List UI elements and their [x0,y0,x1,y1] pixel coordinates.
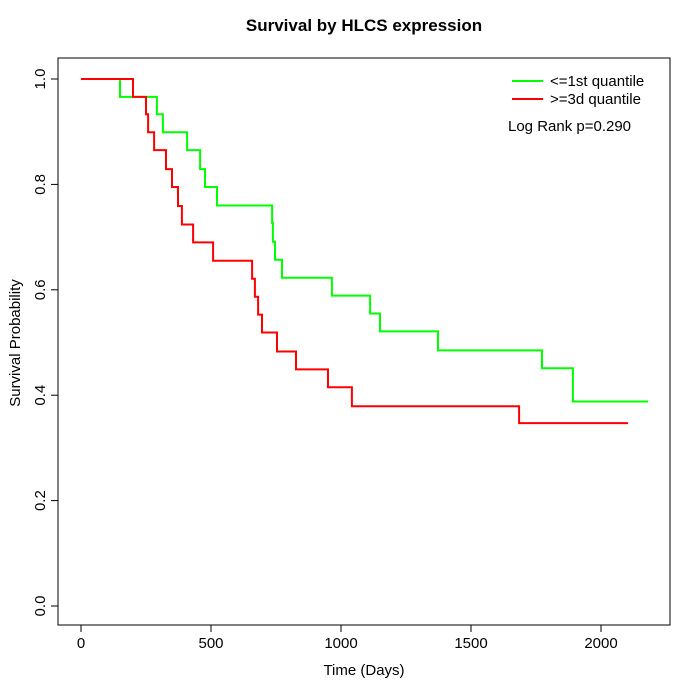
y-tick-label: 1.0 [32,69,49,90]
x-tick-label: 2000 [584,635,617,652]
y-tick-label: 0.2 [32,490,49,511]
x-tick-label: 500 [198,635,223,652]
y-tick-label: 0.8 [32,174,49,195]
plot-border [57,57,671,626]
y-tick-label: 0.0 [32,596,49,617]
legend-label-high-expression: >=3d quantile [550,91,641,108]
x-tick-label: 1500 [454,635,487,652]
legend-label-low-expression: <=1st quantile [550,73,644,90]
y-tick-label: 0.6 [32,279,49,300]
y-tick-label: 0.4 [32,385,49,406]
x-tick-label: 1000 [324,635,357,652]
legend: <=1st quantile >=3d quantile Log Rank p=… [508,73,644,135]
x-axis-label: Time (Days) [323,662,404,679]
survival-curves [81,78,649,425]
x-axis: 0 500 1000 1500 2000 [77,625,618,652]
y-axis-label: Survival Probability [7,279,24,407]
y-axis: 0.0 0.2 0.4 0.6 0.8 1.0 [32,69,58,617]
km-curve-high-expression [81,78,628,425]
log-rank-annotation: Log Rank p=0.290 [508,118,631,135]
chart-title: Survival by HLCS expression [246,16,482,35]
x-tick-label: 0 [77,635,85,652]
km-curve-low-expression [81,78,649,403]
